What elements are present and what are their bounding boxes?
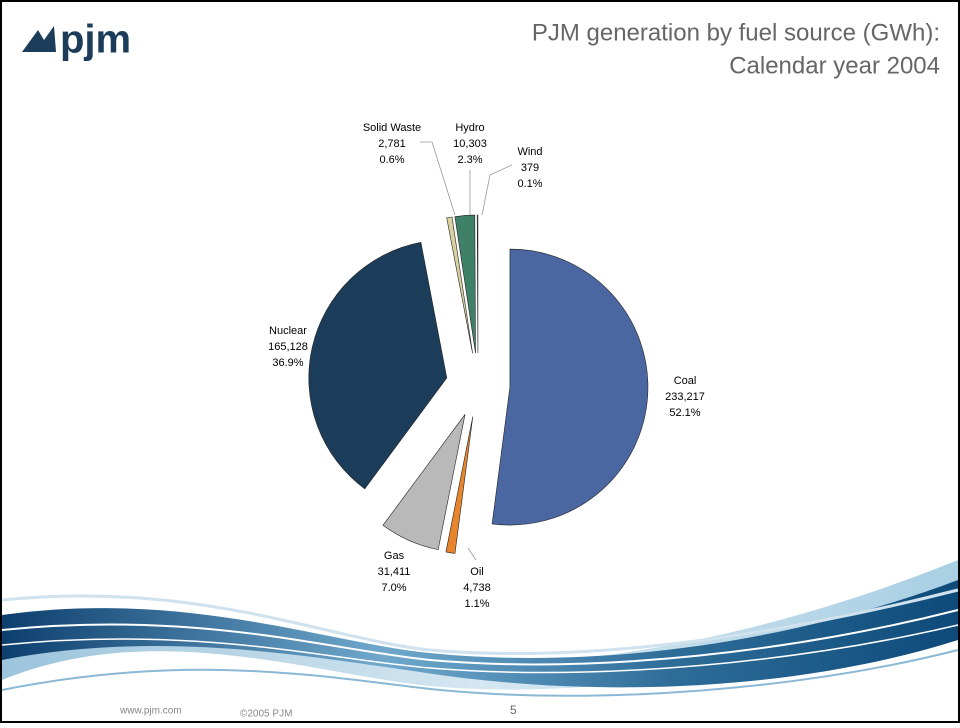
logo-text: pjm [60,18,131,62]
slice-percent-label: 0.6% [379,154,404,166]
slice-percent-label: 1.1% [464,598,489,610]
pie-slice [446,216,473,354]
slice-category-label: Coal [674,375,697,387]
slice-category-label: Wind [517,146,542,158]
slice-value-label: 379 [521,162,539,174]
slice-category-label: Oil [470,566,483,578]
slice-category-label: Gas [384,550,405,562]
slice-value-label: 10,303 [453,138,487,150]
page-number: 5 [510,703,517,717]
slice-value-label: 2,781 [378,138,406,150]
pie-slice [445,416,474,554]
pie-slice [476,214,479,354]
slice-percent-label: 36.9% [272,357,303,369]
footer-url: www.pjm.com [119,706,182,717]
slice-value-label: 31,411 [378,566,411,578]
wave-decoration [1,560,959,697]
slice-category-label: Nuclear [269,325,307,337]
chart-title: PJM generation by fuel source (GWh): [532,19,940,46]
pie-slice [454,214,476,354]
footer-copyright: ©2005 PJM [240,709,292,720]
slice-category-label: Hydro [455,122,484,134]
pie-slice [308,241,448,490]
slice-value-label: 233,217 [665,391,705,403]
logo: pjm [22,18,131,62]
leader-lines [420,141,513,561]
pie-slice [382,414,466,550]
chart-subtitle: Calendar year 2004 [729,52,940,79]
slice-percent-label: 2.3% [457,154,482,166]
slice-percent-label: 52.1% [669,407,700,419]
slice-value-label: 4,738 [463,582,491,594]
pie-slice [491,248,649,526]
slice-percent-label: 7.0% [381,582,406,594]
slice-category-label: Solid Waste [363,122,421,134]
slice-percent-label: 0.1% [517,178,542,190]
slice-value-label: 165,128 [268,341,308,353]
